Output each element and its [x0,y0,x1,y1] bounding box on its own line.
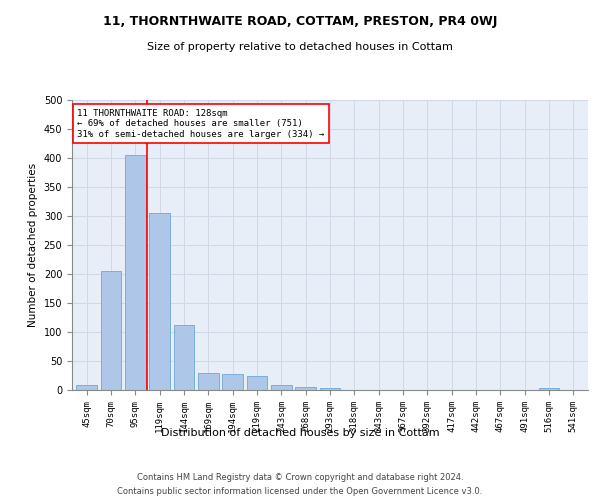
Bar [271,386,292,390]
Text: Contains public sector information licensed under the Open Government Licence v3: Contains public sector information licen… [118,488,482,496]
Text: 11 THORNTHWAITE ROAD: 128sqm
← 69% of detached houses are smaller (751)
31% of s: 11 THORNTHWAITE ROAD: 128sqm ← 69% of de… [77,108,325,138]
Bar [222,374,243,390]
Text: Size of property relative to detached houses in Cottam: Size of property relative to detached ho… [147,42,453,52]
Bar [320,388,340,390]
Text: 11, THORNTHWAITE ROAD, COTTAM, PRESTON, PR4 0WJ: 11, THORNTHWAITE ROAD, COTTAM, PRESTON, … [103,15,497,28]
Bar [198,372,218,390]
Bar [295,386,316,390]
Y-axis label: Number of detached properties: Number of detached properties [28,163,38,327]
Text: Distribution of detached houses by size in Cottam: Distribution of detached houses by size … [161,428,439,438]
Bar [76,386,97,390]
Bar [101,271,121,390]
Bar [247,376,268,390]
Text: Contains HM Land Registry data © Crown copyright and database right 2024.: Contains HM Land Registry data © Crown c… [137,472,463,482]
Bar [539,388,559,390]
Bar [125,155,146,390]
Bar [149,213,170,390]
Bar [173,325,194,390]
